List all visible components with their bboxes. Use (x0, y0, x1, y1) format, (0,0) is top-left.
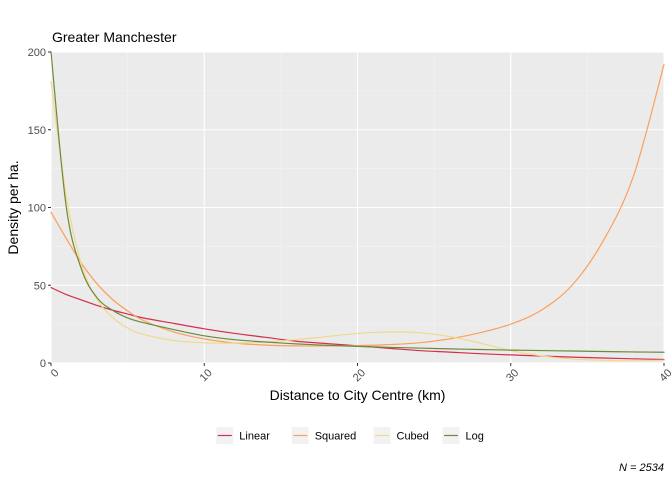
legend-item-cubed: Cubed (373, 427, 429, 444)
series-line-squared (50, 63, 665, 347)
caption: N = 2534 (619, 462, 664, 474)
legend-item-linear: Linear (216, 427, 270, 444)
y-axis-ticks: 0 50 100 150 200 (28, 47, 51, 370)
x-axis-title: Distance to City Centre (km) (270, 387, 446, 403)
legend: Linear Squared Cubed Log (216, 427, 484, 444)
y-tick-label: 200 (28, 47, 46, 59)
y-tick-label: 0 (40, 358, 46, 370)
series-lines (50, 51, 665, 362)
y-tick-label: 150 (28, 125, 46, 137)
y-tick-label: 100 (28, 203, 46, 215)
legend-item-log: Log (442, 427, 484, 444)
series-line-log (50, 51, 665, 353)
x-tick-label: 40 (657, 367, 672, 384)
plot-title: Greater Manchester (52, 29, 177, 45)
x-tick-label: 0 (49, 367, 62, 380)
x-tick-label: 30 (504, 367, 521, 384)
y-tick-label: 50 (34, 280, 46, 292)
legend-label: Linear (239, 431, 270, 443)
x-tick-label: 20 (351, 367, 368, 384)
legend-label: Cubed (397, 431, 429, 443)
y-axis-title: Density per ha. (5, 160, 21, 254)
legend-label: Log (466, 431, 484, 443)
series-line-cubed (50, 80, 665, 362)
x-axis-ticks: 0 10 20 30 40 (49, 363, 672, 384)
x-tick-label: 10 (198, 367, 215, 384)
legend-item-squared: Squared (291, 427, 357, 444)
legend-label: Squared (315, 431, 357, 443)
